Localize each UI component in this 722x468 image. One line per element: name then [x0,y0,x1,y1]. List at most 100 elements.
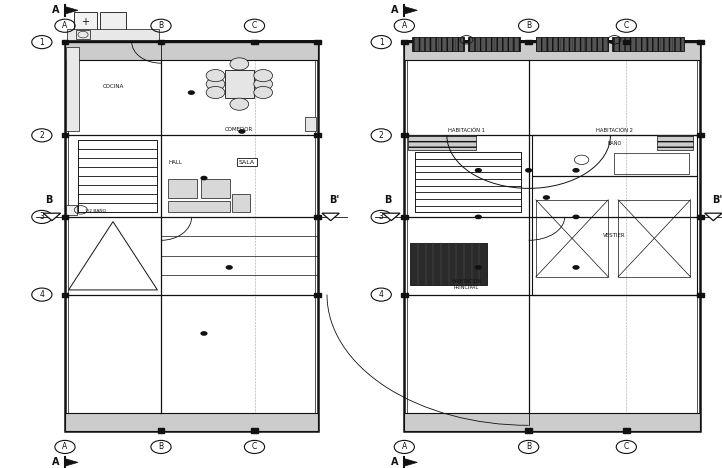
Text: 3: 3 [40,212,44,221]
Bar [697,40,703,44]
Text: +: + [81,17,90,27]
Bar [78,140,157,212]
Circle shape [525,168,532,173]
Bar [536,200,608,277]
Text: B: B [158,21,164,30]
Circle shape [238,129,245,134]
Bar [415,192,521,199]
Bar [67,29,159,40]
Circle shape [254,70,273,82]
Text: HABITACIÓN
PRINCIPAL: HABITACIÓN PRINCIPAL [451,279,482,290]
Bar [305,117,316,131]
Bar [657,135,693,150]
Text: BAÑO: BAÑO [607,141,622,146]
Bar [401,40,408,44]
Text: A: A [52,5,59,15]
Text: A: A [401,21,407,30]
Bar [65,413,318,431]
Text: COMEDOR: COMEDOR [225,127,253,132]
Text: 2: 2 [40,131,44,140]
Polygon shape [383,213,400,220]
Bar [401,292,408,297]
Bar [61,133,68,138]
Bar [78,185,157,194]
Bar [415,186,521,192]
Text: VESTIER: VESTIER [603,233,626,238]
Bar [415,159,521,166]
Text: SALA: SALA [238,160,255,165]
Text: A: A [52,457,59,468]
Bar [404,40,700,42]
Text: A: A [401,442,407,452]
Bar [415,205,521,212]
Bar [315,215,321,219]
Polygon shape [705,213,722,220]
Polygon shape [404,7,417,14]
Polygon shape [43,213,61,220]
Text: COCINA: COCINA [103,84,123,89]
Text: 1: 1 [40,37,44,47]
Text: 3: 3 [379,212,383,221]
Text: 4: 4 [379,290,383,299]
Bar [168,179,197,198]
Polygon shape [322,213,339,220]
Circle shape [254,78,273,90]
Text: C: C [252,21,257,30]
Text: 1: 1 [379,37,383,47]
Text: A: A [62,442,68,452]
Circle shape [573,214,580,219]
Bar [401,133,408,138]
Bar [61,40,68,44]
Circle shape [573,265,580,270]
Circle shape [200,176,208,180]
Bar [78,140,157,149]
Bar [532,135,697,176]
Bar [401,215,408,219]
Bar [100,12,126,37]
Bar [66,47,79,131]
Text: B': B' [712,195,722,205]
Bar [536,37,608,51]
Bar [407,44,697,429]
Text: A: A [62,21,68,30]
Bar [251,429,258,432]
Bar [68,44,315,429]
Bar [78,149,157,158]
Bar [66,205,77,215]
Bar [74,12,97,37]
Text: C: C [624,21,629,30]
Circle shape [475,214,482,219]
Circle shape [230,98,249,110]
Circle shape [543,195,550,200]
Bar [697,215,703,219]
Circle shape [573,168,580,173]
Bar [65,40,318,42]
Bar [78,176,157,185]
Bar [315,40,321,44]
Text: B: B [526,21,531,30]
Text: B': B' [329,195,339,205]
Bar [65,295,318,413]
Bar [78,158,157,167]
Bar [157,429,165,432]
Bar [623,40,630,44]
Circle shape [206,78,225,90]
Text: A: A [391,5,399,15]
Polygon shape [65,7,78,14]
Bar [415,179,521,186]
Bar [201,179,230,198]
Bar [78,167,157,176]
Bar [532,176,697,295]
Text: 4: 4 [40,290,44,299]
Bar [526,40,532,44]
Bar [404,42,700,59]
Polygon shape [65,459,78,466]
Bar [251,40,258,44]
Circle shape [254,87,273,99]
Text: A: A [391,457,399,468]
Text: 1/2 BAÑO: 1/2 BAÑO [84,209,106,213]
Bar [78,194,157,203]
Bar [225,70,254,98]
Circle shape [230,58,249,70]
Bar [232,193,250,212]
